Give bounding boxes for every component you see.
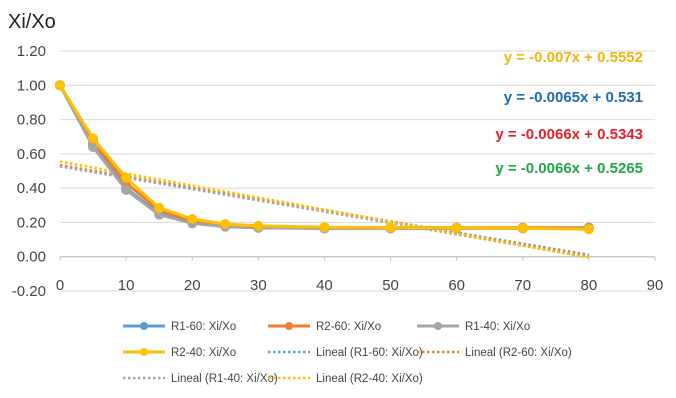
legend: R1-60: Xi/Xo R2-60: Xi/Xo R1-40: Xi/Xo R2-4… (123, 321, 572, 385)
gridlines (59, 50, 656, 292)
data-point (220, 219, 231, 230)
trendline-equation: y = -0.0066x + 0.5343 (495, 126, 643, 143)
data-point (583, 224, 594, 235)
legend-item: R1-40: Xi/Xo (417, 321, 530, 333)
tick-labels: -0.20 0.00 0.20 0.40 0.60 0.80 1.00 1.20 0 10 20 30… (12, 43, 664, 300)
legend-swatch-marker (140, 322, 148, 330)
y-axis-title: Xi/Xo (8, 11, 56, 33)
data-point (319, 222, 330, 233)
data-point (55, 80, 65, 91)
legend-item: R2-40: Xi/Xo (123, 347, 236, 359)
legend-label: R2-60: Xi/Xo (316, 321, 381, 333)
x-tick-label: 60 (448, 277, 465, 294)
data-point (187, 214, 198, 224)
data-point (517, 223, 528, 234)
y-tick-label: 0.20 (17, 214, 46, 231)
x-tick-label: 50 (382, 277, 399, 294)
legend-item: Lineal (R2-40: Xi/Xo) (268, 373, 423, 385)
legend-item: Lineal (R1-60: Xi/Xo) (268, 347, 423, 359)
legend-swatch-marker (285, 322, 293, 330)
data-point (88, 133, 99, 144)
legend-label: Lineal (R1-60: Xi/Xo) (316, 347, 423, 359)
trendline-equation: y = -0.007x + 0.5552 (504, 49, 643, 66)
trendline-equation: y = -0.0065x + 0.531 (504, 89, 643, 106)
trendline-equations: y = -0.007x + 0.5552 y = -0.0065x + 0.531… (495, 49, 643, 177)
trendline-2 (59, 163, 590, 257)
series-line (58, 84, 589, 230)
data-point (385, 222, 396, 233)
legend-item: Lineal (R2-60: Xi/Xo) (417, 347, 572, 359)
series-line (58, 84, 589, 230)
trendline-3 (59, 165, 590, 259)
data-point (121, 172, 132, 183)
legend-item: R2-60: Xi/Xo (268, 321, 381, 333)
series-4 (55, 80, 594, 235)
x-tick-label: 80 (581, 277, 598, 294)
x-tick-label: 70 (514, 277, 531, 294)
x-tick-label: 0 (56, 277, 64, 294)
trendlines (59, 160, 590, 259)
series-line (58, 84, 589, 230)
data-point (451, 222, 462, 233)
y-tick-label: -0.20 (12, 283, 46, 300)
y-tick-label: 1.00 (17, 77, 46, 94)
y-tick-label: 1.20 (17, 43, 46, 60)
legend-label: R1-40: Xi/Xo (465, 321, 530, 333)
x-tick-label: 40 (316, 277, 333, 294)
data-point (154, 209, 165, 220)
data-point (253, 220, 264, 231)
y-tick-label: 0.80 (17, 112, 46, 129)
legend-item: Lineal (R1-40: Xi/Xo) (123, 373, 278, 385)
legend-swatch-marker (434, 322, 442, 330)
x-tick-label: 10 (118, 277, 135, 294)
data-point (88, 142, 99, 152)
x-tick-label: 30 (250, 277, 267, 294)
legend-label: Lineal (R1-40: Xi/Xo) (171, 373, 278, 385)
series-line (58, 84, 589, 231)
data-point (121, 184, 132, 195)
trendline-equation: y = -0.0066x + 0.5265 (495, 160, 643, 177)
data-point (154, 202, 165, 213)
legend-swatch-marker (140, 348, 148, 356)
legend-label: R1-60: Xi/Xo (171, 321, 236, 333)
legend-label: R2-40: Xi/Xo (171, 347, 236, 359)
legend-label: Lineal (R2-60: Xi/Xo) (465, 347, 572, 359)
data-series (55, 80, 594, 235)
y-tick-label: 0.60 (17, 146, 46, 163)
x-tick-label: 90 (647, 277, 664, 294)
y-tick-label: 0.40 (17, 180, 46, 197)
y-tick-label: 0.00 (17, 249, 46, 266)
x-tick-label: 20 (184, 277, 201, 294)
legend-item: R1-60: Xi/Xo (123, 321, 236, 333)
legend-label: Lineal (R2-40: Xi/Xo) (316, 373, 423, 385)
